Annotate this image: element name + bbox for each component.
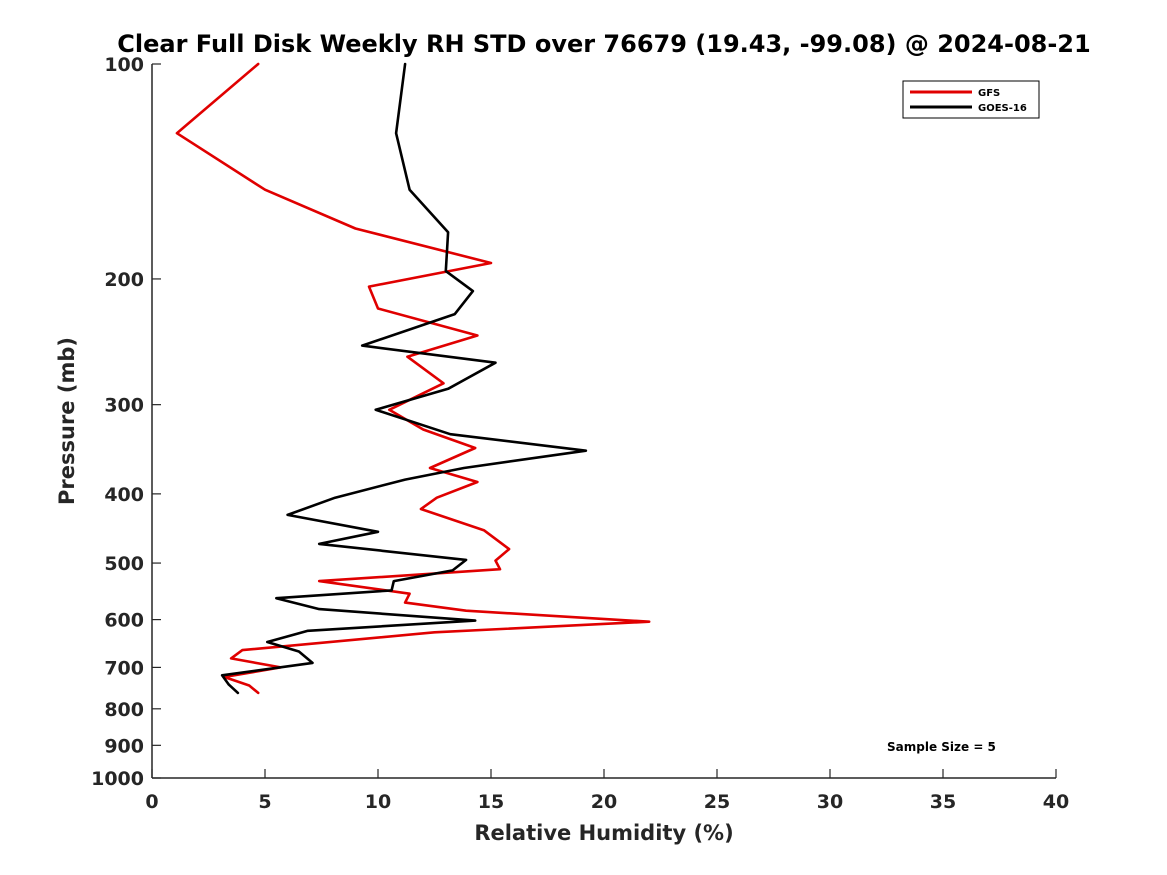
x-tick-label: 35 [930,791,956,813]
y-tick-label: 400 [104,484,144,506]
x-tick-label: 15 [478,791,504,813]
plot-area: 0 5 10 15 20 25 30 35 40 100 200 300 400 500 600 700 80… [91,54,1069,813]
legend-box [902,80,1040,119]
y-tick-label: 300 [104,395,144,417]
x-tick-label: 0 [145,791,158,813]
x-tick-label: 20 [591,791,617,813]
x-tick-label: 5 [258,791,271,813]
y-tick-label: 700 [104,657,144,679]
legend-label-goes16: GOES-16 [978,103,1027,114]
x-tick-label: 30 [817,791,843,813]
chart-title: Clear Full Disk Weekly RH STD over 76679… [117,30,1090,58]
y-axis-label: Pressure (mb) [55,337,79,505]
y-tick-label: 1000 [91,768,144,790]
series-line-goes-16 [220,62,588,695]
series-layer [175,62,651,695]
x-tick-label: 10 [365,791,391,813]
legend-label-gfs: GFS [978,88,1000,99]
y-tick-label: 900 [104,735,144,757]
y-tick-label: 200 [104,269,144,291]
x-axis-label: Relative Humidity (%) [474,821,733,845]
y-axis: 100 200 300 400 500 600 700 800 900 1000 [91,54,161,790]
y-tick-label: 500 [104,553,144,575]
x-tick-label: 40 [1043,791,1069,813]
x-axis: 0 5 10 15 20 25 30 35 40 [145,769,1069,813]
series-line-gfs [175,62,651,695]
y-tick-label: 100 [104,54,144,76]
y-tick-label: 800 [104,699,144,721]
legend: GFS GOES-16 [902,80,1040,119]
sample-size-annotation: Sample Size = 5 [887,740,996,754]
x-tick-label: 25 [704,791,730,813]
y-tick-label: 600 [104,610,144,632]
